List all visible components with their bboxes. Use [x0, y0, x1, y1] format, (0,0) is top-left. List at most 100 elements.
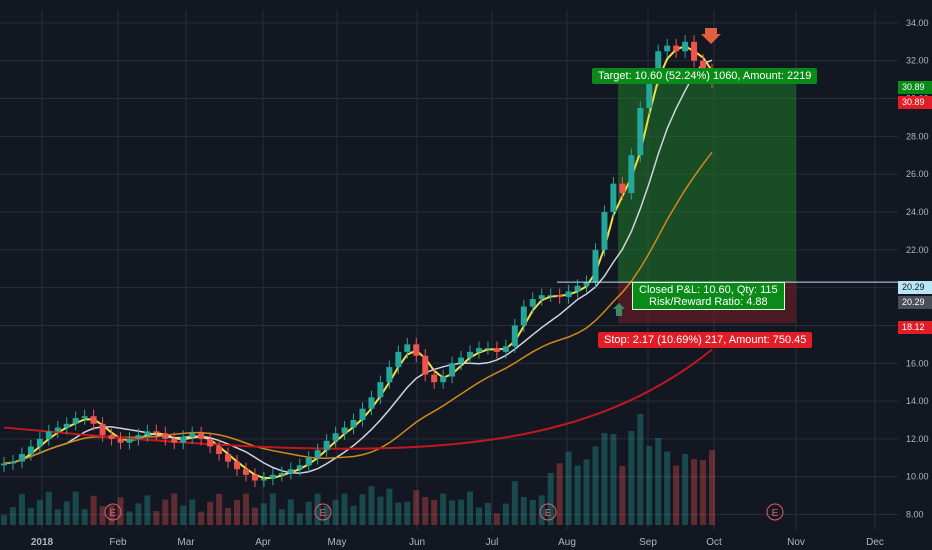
candle-body — [404, 344, 411, 352]
volume-bar — [27, 507, 34, 525]
volume-bar — [72, 491, 79, 525]
y-tick-label: 8.00 — [906, 510, 924, 520]
x-tick-label: Aug — [558, 537, 576, 548]
volume-bar — [171, 493, 178, 525]
candle-body — [574, 285, 581, 292]
volume-bar — [386, 488, 393, 525]
candle-body — [72, 418, 79, 424]
volume-bar — [18, 493, 25, 525]
x-tick-label: Sep — [639, 537, 657, 548]
volume-bar — [63, 501, 70, 525]
volume-bar — [1, 515, 7, 525]
candle-body — [314, 450, 321, 458]
volume-bar — [422, 497, 429, 525]
earnings-marker — [766, 503, 784, 521]
volume-bar — [493, 513, 500, 525]
price-tag-entry-gray: 20.29 — [898, 296, 932, 309]
candle-body — [547, 295, 554, 297]
candle-body — [520, 306, 527, 326]
candle-body — [144, 431, 151, 436]
moving-averages — [3, 45, 713, 479]
candle-body — [583, 281, 590, 286]
earnings-marker-label: E — [110, 508, 117, 519]
volume-bar — [449, 500, 456, 525]
candle-body — [180, 437, 187, 443]
sell-arrow-icon — [701, 28, 721, 44]
candle-body — [153, 431, 160, 434]
candle-body — [511, 325, 518, 347]
candle-body — [305, 457, 312, 466]
candle-body — [475, 348, 482, 352]
volume-bar — [359, 494, 366, 525]
candle-body — [260, 478, 267, 481]
y-tick-label: 22.00 — [906, 245, 929, 255]
candle-body — [619, 183, 626, 194]
price-tag-target: 30.89 — [898, 81, 932, 94]
volume-bar — [467, 491, 474, 525]
candle-body — [655, 51, 662, 80]
volume-bar — [251, 507, 258, 525]
volume-bar — [90, 495, 97, 525]
stop-label[interactable]: Stop: 2.17 (10.69%) 217, Amount: 750.45 — [598, 332, 813, 348]
candle-body — [458, 357, 465, 364]
y-tick-label: 10.00 — [906, 472, 929, 482]
earnings-marker-label: E — [772, 508, 779, 519]
volume-bar — [350, 505, 357, 525]
volume-bar — [592, 446, 599, 525]
candle-body — [287, 469, 294, 473]
volume-bar — [413, 490, 420, 525]
volume-bar — [664, 451, 671, 525]
target-zone — [618, 81, 796, 283]
candle-body — [664, 45, 671, 52]
volume-bar — [45, 491, 52, 525]
candle-body — [18, 454, 25, 462]
volume-bar — [484, 503, 491, 525]
volume-bar — [198, 511, 205, 525]
y-tick-label: 32.00 — [906, 56, 929, 66]
target-label[interactable]: Target: 10.60 (52.24%) 1060, Amount: 221… — [592, 68, 818, 84]
candle-body — [189, 433, 196, 438]
volume-bar — [709, 450, 715, 525]
volume-bar — [547, 473, 554, 525]
earnings-marker-label: E — [320, 508, 327, 519]
closed-pnl-box[interactable]: Closed P&L: 10.60, Qty: 115 Risk/Reward … — [632, 282, 785, 310]
volume-bar — [628, 431, 635, 525]
candle-body — [278, 472, 285, 475]
volume-bar — [529, 499, 536, 525]
volume-bar — [207, 501, 214, 525]
candle-body — [126, 438, 133, 443]
candle-body — [207, 438, 214, 447]
candle-body — [216, 446, 223, 455]
volume-bar — [36, 499, 43, 525]
moving-average-200-line — [3, 348, 713, 450]
x-tick-label: Nov — [787, 537, 805, 548]
y-tick-label: 16.00 — [906, 358, 929, 368]
candle-body — [269, 474, 276, 479]
candle-body — [449, 363, 456, 377]
volume-bar — [646, 446, 653, 525]
candle-body — [296, 465, 303, 470]
buy-arrow-icon — [613, 303, 625, 316]
volume-bar — [162, 499, 169, 525]
x-tick-label: Mar — [177, 537, 195, 548]
candle-body — [99, 423, 106, 436]
volume-bar — [431, 499, 438, 525]
volume-bar — [700, 460, 707, 525]
candle-body — [9, 461, 16, 464]
candle-body — [117, 438, 124, 443]
candle-body — [332, 433, 339, 441]
volume-bar — [520, 497, 527, 525]
candle-body — [36, 438, 43, 447]
candle-body — [171, 438, 178, 443]
candle-body — [484, 348, 491, 350]
volume-bar — [601, 433, 608, 525]
time-axis[interactable]: 2018 Feb Mar Apr May Jun Jul Aug Sep Oct Nov Dec — [31, 537, 884, 548]
volume-bar — [458, 499, 465, 525]
candle-body — [242, 469, 249, 475]
y-tick-label: 26.00 — [906, 169, 929, 179]
candle-body — [601, 212, 608, 250]
volume-bar — [440, 493, 447, 525]
volume-bar — [610, 434, 617, 525]
volume-bar — [574, 465, 581, 525]
